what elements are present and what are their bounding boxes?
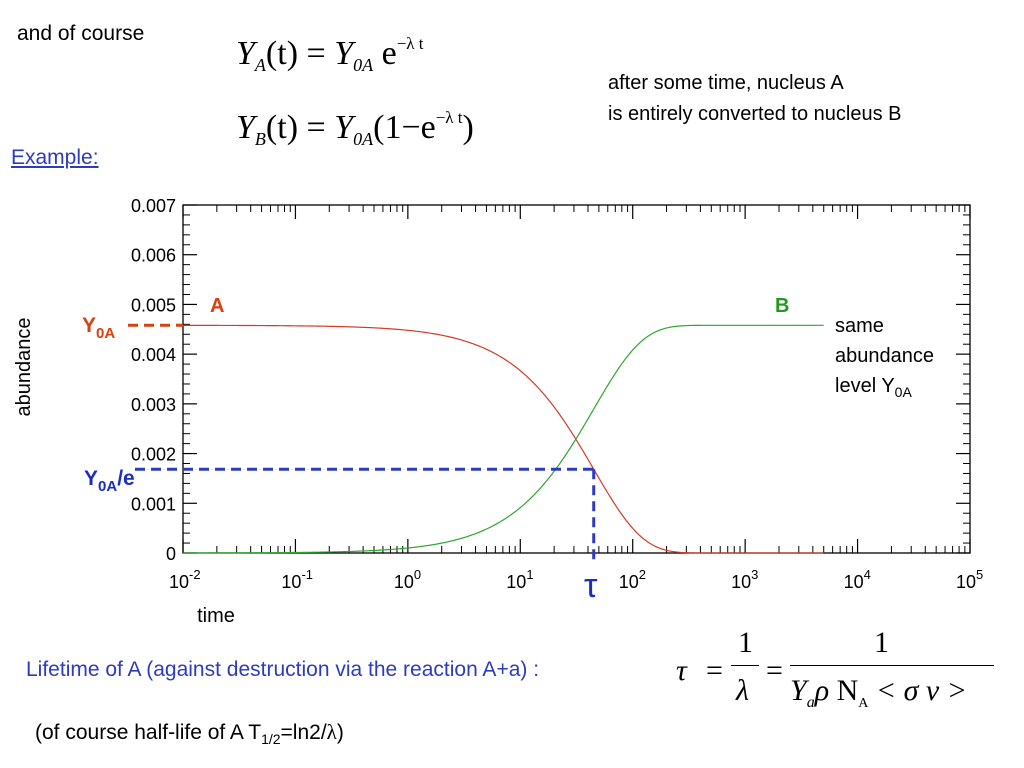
lifetime-formula: τ = 1 λ = 1 Yaρ NA < σ v > <box>674 626 1004 716</box>
lifetime-caption: Lifetime of A (against destruction via t… <box>26 658 540 681</box>
x-tick-label: 10-1 <box>281 567 313 592</box>
x-tick-label: 101 <box>506 567 533 592</box>
halflife-note: (of course half-life of A T1/2=ln2/λ) <box>35 720 344 748</box>
x-axis-title: time <box>197 605 235 627</box>
series-line-b <box>183 324 824 554</box>
y-axis-ticks: 0 0.001 0.002 0.003 0.004 0.005 0.006 0.007 <box>131 196 970 564</box>
x-tick-label: 104 <box>844 567 871 592</box>
same-abundance-line-2: abundance <box>835 345 934 367</box>
abundance-chart: 0 0.001 0.002 0.003 0.004 0.005 0.006 0.007 10-… <box>13 196 983 627</box>
y-tick-label: 0.006 <box>131 246 176 266</box>
y-tick-label: 0.007 <box>131 196 176 216</box>
note-line-2: is entirely converted to nucleus B <box>608 103 902 125</box>
series-group <box>183 324 824 554</box>
tau-label: τ <box>584 567 598 605</box>
formula-tau: τ <box>676 654 687 687</box>
fraction-bar-1 <box>731 665 759 666</box>
y-axis-title: abundance <box>13 318 35 417</box>
y-tick-label: 0.004 <box>131 345 176 365</box>
y-tick-label: 0.002 <box>131 445 176 465</box>
y0a-label: Y0A <box>82 314 115 342</box>
note-line-1: after some time, nucleus A <box>608 72 844 94</box>
x-tick-label: 105 <box>956 567 983 592</box>
same-abundance-line-3: level Y0A <box>835 375 912 400</box>
formula-den-1: λ <box>736 674 749 707</box>
y-tick-label: 0.001 <box>131 494 176 514</box>
x-tick-label: 102 <box>619 567 646 592</box>
formula-den-2: Yaρ NA < σ v > <box>790 674 967 711</box>
series-label-b: B <box>775 295 789 317</box>
formula-eq-2: = <box>766 654 783 687</box>
plot-frame <box>182 204 971 554</box>
x-axis-ticks: 10-2 10-1 100 101 102 103 104 105 <box>169 205 983 592</box>
equation-ya: YA(t) = Y0A e−λ t <box>236 34 424 75</box>
formula-num-2: 1 <box>874 626 889 659</box>
y-tick-label: 0.005 <box>131 295 176 315</box>
x-tick-label: 103 <box>731 567 758 592</box>
fraction-bar-2 <box>790 665 994 666</box>
series-label-a: A <box>210 295 224 317</box>
y0a-over-e-label: Y0A/e <box>84 467 135 495</box>
same-abundance-line-1: same <box>835 315 884 337</box>
example-link[interactable]: Example: <box>11 146 99 169</box>
annotation-lines <box>128 323 596 563</box>
y-tick-label: 0 <box>166 544 176 564</box>
conversion-note: after some time, nucleus A is entirely c… <box>608 68 902 130</box>
equation-yb: YB(t) = Y0A(1−e−λ t) <box>236 108 474 149</box>
intro-text: and of course <box>17 22 145 45</box>
formula-eq-1: = <box>706 654 723 687</box>
y-tick-label: 0.003 <box>131 395 176 415</box>
x-tick-label: 10-2 <box>169 567 201 592</box>
x-tick-label: 100 <box>394 567 421 592</box>
formula-num-1: 1 <box>738 626 753 659</box>
series-line-a <box>183 324 824 554</box>
